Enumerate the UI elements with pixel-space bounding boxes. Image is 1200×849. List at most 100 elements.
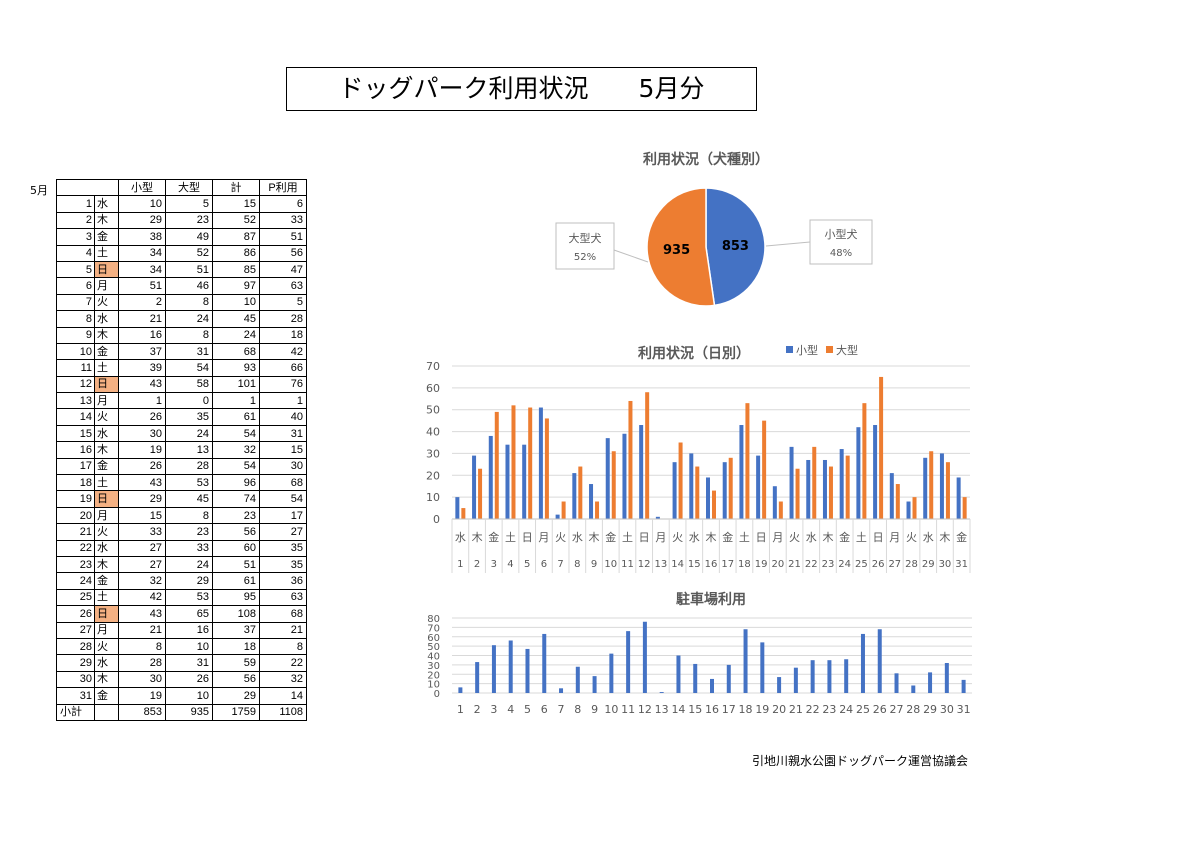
table-row: 8 水 21 24 45 28 <box>56 310 307 328</box>
daily-day-tick-label: 30 <box>939 559 952 570</box>
daily-day-tick-label: 20 <box>771 559 784 570</box>
parking-bar <box>508 640 513 693</box>
header-parking-cell: P利用 <box>259 178 307 197</box>
parking-bar <box>592 676 597 693</box>
parking-bar <box>559 688 564 693</box>
daily-bar-small <box>639 425 644 519</box>
parking-y-tick-label: 10 <box>427 680 440 691</box>
daily-bar-large <box>678 442 683 519</box>
parking-x-tick-label: 23 <box>822 703 836 716</box>
weekday-cell: 日 <box>94 260 119 279</box>
parking-count-cell: 63 <box>259 588 307 607</box>
parking-x-tick-label: 17 <box>722 703 736 716</box>
daily-bar-small <box>856 427 861 519</box>
daily-weekday-tick-label: 土 <box>622 531 633 544</box>
parking-bar <box>793 667 798 693</box>
footer-organization: 引地川親水公園ドッグパーク運営協議会 <box>752 754 969 768</box>
daily-y-tick-label: 20 <box>426 469 440 482</box>
parking-bar <box>777 677 782 693</box>
parking-bar <box>743 629 748 693</box>
page-title: ドッグパーク利用状況 5月分 <box>286 67 757 111</box>
daily-bar-large <box>478 468 483 519</box>
daily-weekday-tick-label: 木 <box>939 531 950 544</box>
table-row: 23 木 27 24 51 35 <box>56 555 307 574</box>
daily-bar-large <box>611 451 616 519</box>
daily-bar-small <box>505 444 510 519</box>
total-count-cell: 68 <box>212 342 260 361</box>
parking-bar <box>626 631 631 693</box>
daily-day-tick-label: 2 <box>474 559 480 570</box>
daily-day-tick-label: 3 <box>491 559 497 570</box>
daily-bar-large <box>828 466 833 519</box>
legend-small-label: 小型 <box>796 343 818 357</box>
large-callout-leader <box>613 249 649 263</box>
daily-weekday-tick-label: 月 <box>772 531 783 544</box>
daily-day-tick-label: 18 <box>738 559 751 570</box>
daily-weekday-tick-label: 月 <box>538 531 549 544</box>
table-row: 9 木 16 8 24 18 <box>56 326 307 344</box>
small-callout-percent: 48% <box>830 248 852 259</box>
parking-x-tick-label: 1 <box>457 703 464 716</box>
day-cell: 12 <box>56 375 95 394</box>
daily-weekday-tick-label: 火 <box>789 531 800 544</box>
parking-count-cell: 28 <box>259 310 307 328</box>
parking-x-tick-label: 22 <box>806 703 820 716</box>
daily-bar-small <box>906 501 911 519</box>
parking-x-tick-label: 3 <box>490 703 497 716</box>
parking-count-cell: 21 <box>259 621 307 639</box>
subtotal-parking-cell: 1108 <box>259 703 307 721</box>
daily-bar-small <box>789 446 794 519</box>
weekday-cell: 日 <box>94 605 119 623</box>
daily-weekday-tick-label: 金 <box>488 530 499 544</box>
daily-bar-small <box>873 425 878 519</box>
daily-bar-small <box>756 455 761 519</box>
daily-weekday-tick-label: 火 <box>672 531 683 544</box>
daily-weekday-tick-label: 土 <box>856 531 867 544</box>
pie-slice-small <box>705 187 766 307</box>
daily-bar-large <box>812 446 817 519</box>
daily-bar-large <box>728 457 733 519</box>
daily-day-tick-label: 31 <box>955 559 968 570</box>
daily-day-tick-label: 4 <box>507 559 513 570</box>
parking-x-tick-label: 10 <box>604 703 618 716</box>
parking-count-cell: 36 <box>259 572 307 590</box>
parking-count-cell: 30 <box>259 457 307 476</box>
parking-x-tick-label: 31 <box>957 703 971 716</box>
daily-y-tick-label: 10 <box>426 491 440 504</box>
parking-x-tick-label: 2 <box>474 703 481 716</box>
daily-bar-large <box>862 403 867 519</box>
subtotal-label-cell: 小計 <box>56 703 95 721</box>
daily-bar-large <box>544 418 549 519</box>
table-row: 24 金 32 29 61 36 <box>56 572 307 590</box>
parking-bar <box>860 633 865 693</box>
daily-bar-large <box>745 403 750 519</box>
daily-bar-small <box>739 425 744 519</box>
daily-bar-small <box>722 462 727 519</box>
parking-x-tick-label: 15 <box>688 703 702 716</box>
parking-x-tick-label: 8 <box>574 703 581 716</box>
parking-bar <box>693 663 698 693</box>
daily-bar-large <box>762 420 767 519</box>
daily-day-tick-label: 11 <box>621 559 634 570</box>
daily-day-tick-label: 27 <box>888 559 901 570</box>
daily-day-tick-label: 5 <box>524 559 530 570</box>
subtotal-total-cell: 1759 <box>212 703 260 721</box>
large-count-cell: 54 <box>165 359 213 377</box>
daily-day-tick-label: 16 <box>705 559 718 570</box>
month-label: 5月 <box>30 184 48 197</box>
subtotal-row: 小計 853 935 1759 1108 <box>56 703 307 721</box>
small-callout-box <box>809 219 873 265</box>
parking-x-tick-label: 7 <box>558 703 565 716</box>
total-count-cell: 108 <box>212 605 260 623</box>
daily-bar-large <box>845 455 850 519</box>
daily-y-tick-label: 60 <box>426 382 440 395</box>
daily-bar-small <box>956 477 961 519</box>
daily-bar-large <box>628 400 633 519</box>
daily-day-tick-label: 7 <box>557 559 563 570</box>
pie-slice-large <box>646 187 716 307</box>
parking-count-cell: 33 <box>259 211 307 230</box>
subtotal-large-cell: 935 <box>165 703 213 721</box>
parking-x-tick-label: 19 <box>755 703 769 716</box>
parking-y-tick-label: 50 <box>427 642 440 653</box>
